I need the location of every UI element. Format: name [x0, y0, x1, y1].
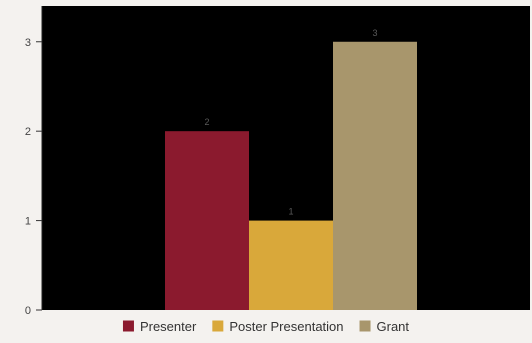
y-tick-label: 3 [25, 37, 31, 49]
legend-swatch [212, 320, 224, 332]
y-tick-label: 1 [25, 216, 31, 228]
bar [333, 41, 417, 310]
legend-label: Poster Presentation [229, 319, 343, 334]
legend-label: Grant [377, 319, 410, 334]
bar [165, 131, 249, 310]
y-tick-label: 2 [25, 126, 31, 138]
bar-group: 2 1 3 [165, 28, 417, 310]
data-label: 1 [288, 207, 293, 217]
y-tick-label: 0 [25, 305, 31, 317]
legend-swatch [359, 320, 371, 332]
data-label: 3 [372, 28, 377, 38]
legend: Presenter Poster Presentation Grant [122, 319, 410, 334]
legend-swatch [122, 320, 134, 332]
bar [249, 220, 333, 310]
legend-label: Presenter [140, 319, 197, 334]
y-axis: 0 1 2 3 [25, 37, 42, 317]
data-label: 2 [204, 117, 209, 127]
